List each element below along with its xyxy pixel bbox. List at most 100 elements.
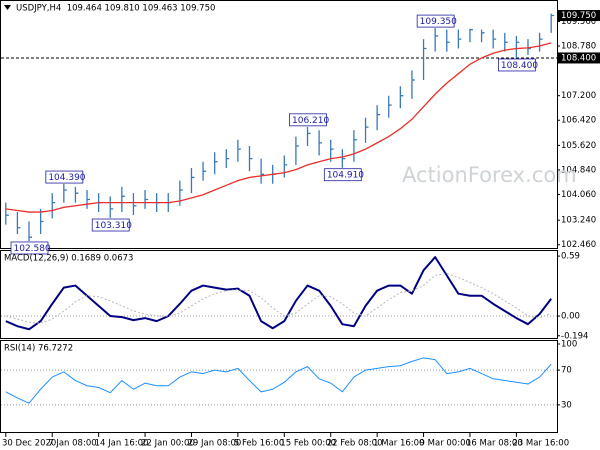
ohlc-bar (364, 117, 369, 143)
ohlc-bar (422, 39, 427, 80)
macd-frame (0, 250, 558, 339)
support-price-box (558, 52, 600, 64)
ohlc-bar (376, 105, 381, 131)
y-tick-label: 0.00 (561, 312, 580, 322)
ohlc-bar (457, 29, 462, 49)
y-tick-label: 0.59 (561, 252, 580, 262)
price-annotation-box (289, 113, 327, 127)
ohlc-bar (399, 86, 404, 109)
ohlc-bar (214, 152, 218, 175)
ohlc-bar (248, 146, 253, 172)
x-tick-label: 15 Feb 00:00 (280, 439, 336, 449)
ohlc-bar (504, 32, 508, 52)
ohlc-bar (202, 161, 207, 181)
y-tick-label: 105.620 (561, 141, 596, 151)
price-annotation-box (323, 168, 362, 182)
price-annotation: 106.210 (292, 116, 329, 126)
ohlc-bar (132, 193, 137, 216)
y-tick-label: 103.240 (561, 216, 596, 226)
ohlc-bar (515, 35, 520, 58)
x-tick-label: 22 Feb 08:00 (327, 439, 383, 449)
y-tick-label: 102.460 (561, 240, 596, 250)
last-price-box (558, 10, 600, 22)
ohlc-bar (74, 186, 79, 203)
price-annotation-box (497, 58, 536, 72)
y-tick-label: 104.840 (561, 165, 596, 175)
indicator-line (5, 256, 552, 331)
ohlc-bar (260, 158, 265, 184)
price-annotation: 102.580 (14, 244, 51, 254)
y-tick-label: 30 (561, 400, 572, 410)
ohlc-bar (295, 136, 299, 165)
y-tick-label: 106.420 (561, 116, 596, 126)
ohlc-bar (480, 29, 485, 43)
x-tick-label: 16 Mar 08:00 (466, 439, 523, 449)
ohlc-bar (86, 190, 91, 209)
panel-title: USDJPY,H4 109.464 109.810 109.463 109.75… (16, 4, 215, 14)
ohlc-bar (538, 32, 543, 52)
price-annotation-box (416, 14, 455, 28)
last-price-label: 109.750 (561, 11, 596, 21)
watermark: ActionForex.com (402, 163, 577, 187)
y-tick-label: 107.200 (561, 91, 596, 101)
ohlc-bar (109, 196, 114, 219)
ohlc-bar (353, 130, 357, 162)
y-tick-label: 109.560 (561, 17, 596, 27)
ohlc-bar (341, 149, 346, 168)
ohlc-bar (411, 70, 415, 99)
price-annotation-box (10, 241, 49, 255)
x-tick-label: 29 Jan 08:00 (187, 439, 241, 449)
panel-title: MACD(12,26,9) 0.1689 0.0673 (4, 254, 133, 264)
price-annotation: 104.910 (327, 171, 364, 181)
ohlc-bar (318, 130, 323, 156)
ohlc-bar (39, 208, 44, 235)
price-annotation: 104.390 (48, 173, 85, 183)
price-annotation: 108.400 (501, 61, 538, 71)
ohlc-bar (190, 168, 195, 194)
y-tick-label: 70 (561, 366, 572, 376)
price-annotation: 103.310 (95, 221, 132, 231)
ohlc-bar (63, 184, 67, 203)
x-tick-label: 30 Dec 2020 (2, 439, 56, 449)
ohlc-bar (28, 221, 33, 241)
price-annotation-box (45, 170, 84, 184)
x-tick-label: 22 Jan 00:00 (141, 439, 195, 449)
x-tick-label: 23 Mar 16:00 (512, 439, 569, 449)
x-tick-label: 1 Mar 16:00 (373, 439, 424, 449)
y-tick-label: 100 (561, 340, 577, 350)
ohlc-bar (225, 149, 230, 169)
ohlc-bar (144, 190, 149, 209)
ohlc-bar (16, 212, 21, 235)
ohlc-bar (492, 29, 497, 49)
y-tick-label: -0.194 (561, 331, 588, 341)
price-frame (0, 0, 558, 249)
ohlc-bar (469, 28, 473, 43)
y-tick-label: 108.780 (561, 42, 596, 52)
x-tick-label: 9 Mar 00:00 (420, 439, 471, 449)
y-tick-label: 104.060 (561, 190, 596, 200)
ohlc-bar (388, 95, 392, 118)
indicator-line (5, 272, 552, 324)
x-tick-label: 14 Jan 16:00 (95, 439, 149, 449)
price-annotation: 109.350 (420, 17, 457, 27)
ohlc-bar (550, 13, 555, 33)
panel-title: RSI(14) 76.7272 (4, 344, 73, 354)
moving-average (5, 42, 552, 213)
ohlc-bar (434, 28, 439, 52)
ohlc-bar (446, 29, 450, 52)
symbol-menu-icon[interactable] (4, 5, 11, 10)
x-tick-label: 5 Feb 16:00 (234, 439, 284, 449)
ohlc-bar (237, 139, 241, 162)
ohlc-bar (283, 155, 288, 178)
ohlc-bar (51, 193, 56, 219)
support-price-label: 108.400 (561, 53, 596, 63)
ohlc-bar (121, 186, 125, 213)
x-tick-label: 7 Jan 08:00 (48, 439, 96, 449)
ohlc-bar (527, 39, 531, 55)
price-annotation-box (91, 218, 130, 232)
ohlc-bar (5, 202, 9, 225)
indicator-line (5, 357, 552, 404)
rsi-frame (0, 340, 558, 433)
